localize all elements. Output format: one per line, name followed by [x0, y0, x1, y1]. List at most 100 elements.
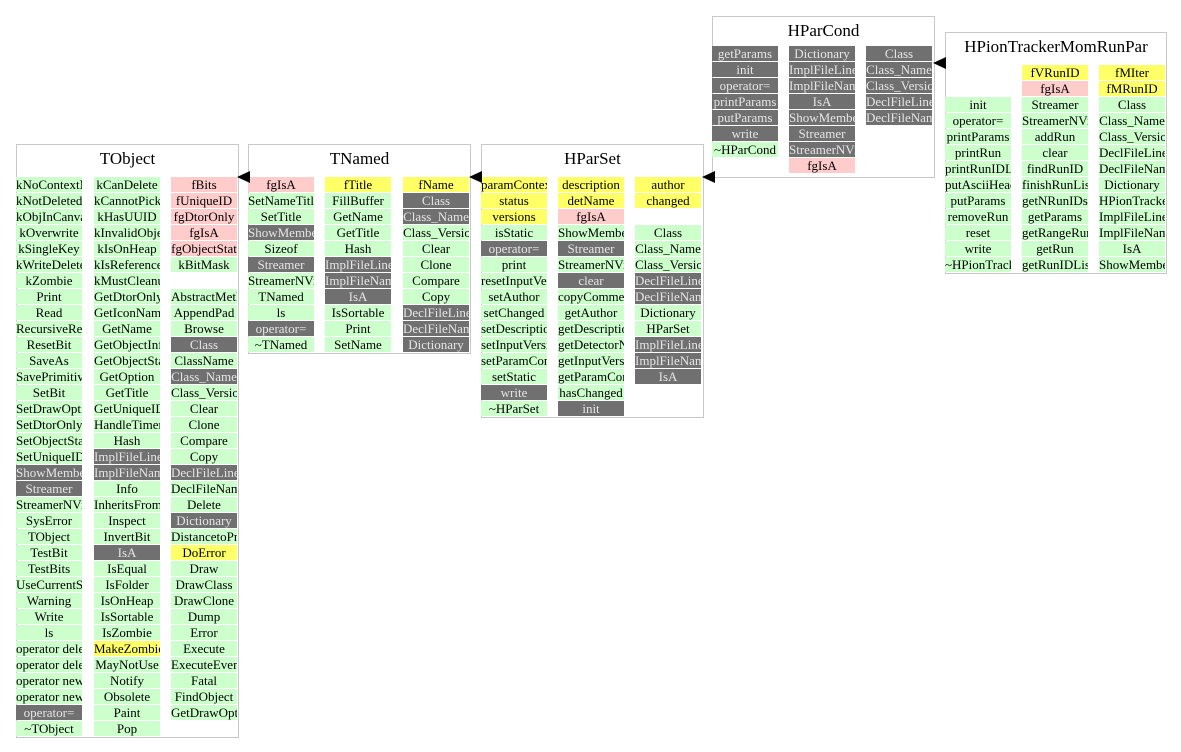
member-invertbit: InvertBit [94, 529, 160, 544]
member-dictionary: Dictionary [1099, 177, 1165, 192]
member-tnamed: TNamed [248, 289, 314, 304]
member-removerun: removeRun [945, 209, 1011, 224]
member-class: Class [866, 46, 932, 61]
member-hparcond: ~HParCond [712, 142, 778, 157]
member-execute: Execute [171, 641, 237, 656]
member-operator: operator= [248, 321, 314, 336]
member-fatal: Fatal [171, 673, 237, 688]
member-status: status [481, 193, 547, 208]
member-kisreferenced: kIsReferenced [94, 257, 160, 272]
member-findobject: FindObject [171, 689, 237, 704]
member-operator: operator= [712, 78, 778, 93]
member-inspect: Inspect [94, 513, 160, 528]
member-fgdtoronly: fgDtorOnly [171, 209, 237, 224]
member-drawclass: DrawClass [171, 577, 237, 592]
member-fgisa: fgIsA [171, 225, 237, 240]
member-init: init [558, 401, 624, 416]
member-streamer: Streamer [1022, 97, 1088, 112]
member-saveprimitive: SavePrimitive [16, 369, 82, 384]
member-getdescription: getDescription [558, 321, 624, 336]
inheritance-arrow [933, 57, 946, 69]
member-operator-new: operator new[] [16, 689, 82, 704]
member-write: write [481, 385, 547, 400]
member-hash: Hash [94, 433, 160, 448]
member-getparams: getParams [1022, 209, 1088, 224]
member-class-name: Class_Name [1099, 113, 1165, 128]
member-getrunidlist: getRunIDList [1022, 257, 1088, 272]
member-finishrunlist: finishRunList [1022, 177, 1088, 192]
member-sizeof: Sizeof [248, 241, 314, 256]
member-write: Write [16, 609, 82, 624]
member-implfileline: ImplFileLine [635, 337, 701, 352]
member-gettitle: GetTitle [325, 225, 391, 240]
member-resetbit: ResetBit [16, 337, 82, 352]
member-kbitmask: kBitMask [171, 257, 237, 272]
member-class-name: Class_Name [866, 62, 932, 77]
member-maynotuse: MayNotUse [94, 657, 160, 672]
member-implfileline: ImplFileLine [94, 449, 160, 464]
member-classname: ClassName [171, 353, 237, 368]
member-syserror: SysError [16, 513, 82, 528]
member-declfileline: DeclFileLine [635, 273, 701, 288]
member-isfolder: IsFolder [94, 577, 160, 592]
member-changed: changed [635, 193, 701, 208]
member-streamernvirtual: StreamerNVirtual [16, 497, 82, 512]
member-implfilename: ImplFileName [635, 353, 701, 368]
member-declfileline: DeclFileLine [1099, 145, 1165, 160]
member-declfilename: DeclFileName [403, 321, 469, 336]
member-getparamcontext: getParamContext [558, 369, 624, 384]
member-declfilename: DeclFileName [635, 289, 701, 304]
member-fvrunid: fVRunID [1022, 65, 1088, 80]
member-setauthor: setAuthor [481, 289, 547, 304]
member-info: Info [94, 481, 160, 496]
member-recursiveremove: RecursiveRemove [16, 321, 82, 336]
member-printparams: printParams [712, 94, 778, 109]
member-detname: detName [558, 193, 624, 208]
member-clear: Clear [403, 241, 469, 256]
member-koverwrite: kOverwrite [16, 225, 82, 240]
member-isa: IsA [635, 369, 701, 384]
member-implfileline: ImplFileLine [789, 62, 855, 77]
member-streamernvirtual: StreamerNVirtual [789, 142, 855, 157]
member-getrun: getRun [1022, 241, 1088, 256]
member-setparamcontext: setParamContext [481, 353, 547, 368]
member-getobjectstat: GetObjectStat [94, 353, 160, 368]
member-paramcontext: paramContext [481, 177, 547, 192]
member-fgisa: fgIsA [248, 177, 314, 192]
class-title: HParCond [787, 21, 860, 40]
member-compare: Compare [171, 433, 237, 448]
member-fgisa: fgIsA [558, 209, 624, 224]
member-getname: GetName [94, 321, 160, 336]
member-issortable: IsSortable [94, 609, 160, 624]
member-kmustcleanup: kMustCleanup [94, 273, 160, 288]
member-getoption: GetOption [94, 369, 160, 384]
member-isonheap: IsOnHeap [94, 593, 160, 608]
member-getparams: getParams [712, 46, 778, 61]
member-author: author [635, 177, 701, 192]
member-clear: clear [558, 273, 624, 288]
member-kcannotpick: kCannotPick [94, 193, 160, 208]
member-kwritedelete: kWriteDelete [16, 257, 82, 272]
member-tobject: ~TObject [16, 721, 82, 736]
member-write: write [712, 126, 778, 141]
member-isa: IsA [94, 545, 160, 560]
member-init: init [712, 62, 778, 77]
member-copycomment: copyComment [558, 289, 624, 304]
member-paint: Paint [94, 705, 160, 720]
class-title: TNamed [329, 149, 390, 168]
member-setstatic: setStatic [481, 369, 547, 384]
member-testbit: TestBit [16, 545, 82, 560]
member-class-name: Class_Name [403, 209, 469, 224]
member-class-version: Class_Version [403, 225, 469, 240]
member-testbits: TestBits [16, 561, 82, 576]
member-setdescription: setDescription [481, 321, 547, 336]
member-drawclone: DrawClone [171, 593, 237, 608]
member-implfilename: ImplFileName [325, 273, 391, 288]
member-dictionary: Dictionary [789, 46, 855, 61]
member-implfilename: ImplFileName [1099, 225, 1165, 240]
member-appendpad: AppendPad [171, 305, 237, 320]
member-gettitle: GetTitle [94, 385, 160, 400]
member-printrunidlist: printRunIDList [945, 161, 1011, 176]
class-title: TObject [99, 149, 156, 168]
member-dictionary: Dictionary [171, 513, 237, 528]
